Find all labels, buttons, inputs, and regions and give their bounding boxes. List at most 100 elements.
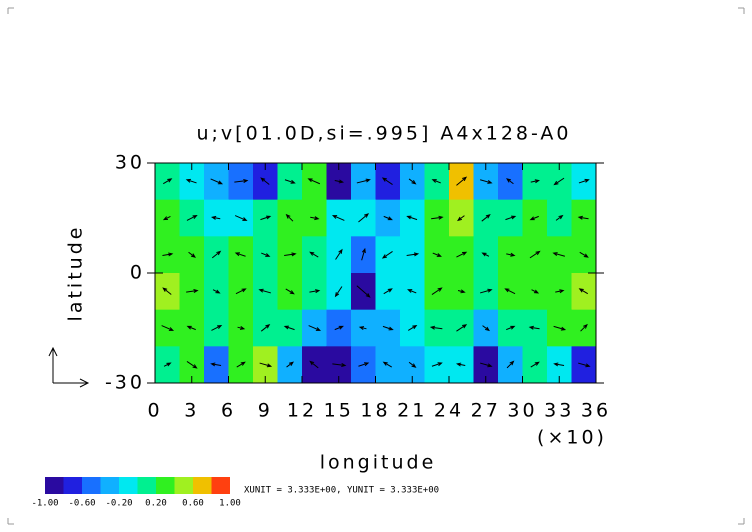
wind-vector [456, 176, 468, 186]
wind-vector [210, 362, 222, 367]
x-tick-label: 21 [397, 400, 427, 422]
wind-vector [506, 360, 515, 369]
colorbar-label: -0.20 [105, 499, 132, 509]
wind-vector [528, 325, 540, 330]
wind-vector [162, 178, 173, 185]
wind-vector [382, 325, 394, 331]
wind-vector [456, 324, 468, 332]
wind-vector [382, 361, 393, 368]
wind-vector [335, 248, 343, 260]
wind-vector [309, 360, 319, 369]
wind-vector [163, 362, 172, 367]
wind-vector [210, 215, 221, 220]
wind-vector [530, 361, 540, 368]
colorbar-label: 0.20 [145, 499, 167, 509]
wind-vector [580, 323, 588, 332]
wind-vector [286, 361, 294, 368]
wind-vector [162, 287, 172, 295]
wind-vector [383, 288, 393, 295]
wind-vector [285, 213, 294, 222]
wind-vector [480, 362, 493, 368]
colorbar-box [119, 477, 138, 494]
wind-vector [383, 215, 393, 221]
wind-vector [310, 216, 320, 221]
colorbar-label: -1.00 [31, 499, 58, 509]
chart-title: u;v[01.0D,si=.995] A4x128-A0 [196, 123, 571, 145]
wind-vector [506, 325, 516, 331]
x-tick-label: 15 [324, 400, 354, 422]
colorbar-box [211, 477, 230, 494]
wind-vector [356, 178, 371, 184]
wind-vector [356, 285, 371, 298]
colorbar-box [45, 477, 64, 494]
wind-vector [578, 288, 589, 295]
wind-vector [212, 289, 221, 294]
wind-vector [331, 215, 345, 221]
wind-vector [259, 362, 273, 368]
wind-vector [334, 179, 345, 184]
wind-vector [260, 323, 271, 332]
wind-vector [552, 252, 565, 257]
wind-vector [482, 325, 490, 332]
wind-vector [334, 286, 343, 298]
wind-vector [162, 252, 174, 257]
wind-vector [235, 288, 247, 295]
wind-vector [429, 325, 443, 330]
wind-vector [431, 179, 441, 184]
wind-vector [284, 252, 297, 257]
wind-vector [211, 325, 223, 331]
wind-vector [234, 178, 249, 183]
wind-vector [210, 178, 224, 185]
wind-vector [432, 252, 442, 257]
wind-vector [334, 325, 344, 331]
wind-vector [162, 215, 171, 221]
y-tick-label: 0 [130, 262, 145, 284]
wind-vector [381, 177, 393, 185]
wind-vector [307, 178, 321, 185]
wind-vector [234, 252, 246, 257]
wind-vector [481, 252, 490, 257]
colorbar-box [193, 477, 212, 494]
colorbar-box [174, 477, 193, 494]
wind-vector [284, 179, 296, 184]
colorbar-box [137, 477, 156, 494]
x-tick-label: 30 [507, 400, 537, 422]
x-tick-label: 27 [471, 400, 501, 422]
wind-vector [186, 325, 196, 331]
colorbar-box [63, 477, 82, 494]
x-tick-label: 18 [360, 400, 390, 422]
wind-vector [211, 250, 222, 259]
wind-vector [431, 362, 443, 367]
x-tick-label: 36 [581, 400, 611, 422]
wind-vector [186, 215, 198, 221]
unit-note: XUNIT = 3.333E+00, YUNIT = 3.333E+00 [244, 486, 439, 496]
wind-vector [161, 325, 175, 331]
wind-vector [285, 288, 295, 295]
wind-vector [457, 215, 465, 222]
wind-vector [260, 177, 270, 185]
wind-vector [553, 177, 565, 186]
wind-vector [408, 178, 417, 185]
wind-vector [237, 325, 246, 330]
x-tick-label: 6 [221, 400, 236, 422]
x-tick-label: 12 [287, 400, 317, 422]
colorbar-box [82, 477, 101, 494]
wind-vector [480, 179, 493, 184]
wind-vector [261, 252, 271, 257]
wind-vector [456, 251, 468, 258]
wind-vector [555, 289, 565, 294]
wind-vector [455, 362, 466, 367]
wind-vector [457, 289, 466, 294]
y-tick-label: -30 [105, 372, 145, 394]
wind-vector [505, 215, 517, 221]
x-axis-label: longitude [320, 452, 437, 474]
wind-vector [188, 251, 196, 258]
wind-vector [309, 251, 319, 258]
reference-arrow [48, 346, 90, 388]
wind-vector [407, 289, 417, 294]
wind-vector [185, 178, 197, 184]
x-tick-label: 24 [434, 400, 464, 422]
wind-vector [529, 215, 539, 221]
wind-vector [283, 325, 295, 331]
